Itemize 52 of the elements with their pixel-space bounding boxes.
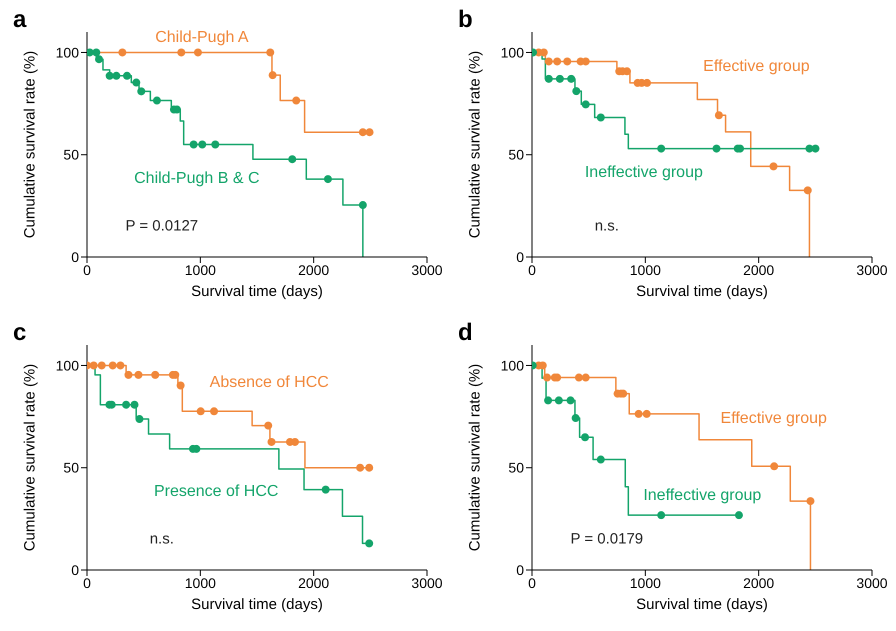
y-tick-label: 0	[71, 562, 80, 578]
y-tick-label: 0	[71, 248, 80, 265]
chart-title: c	[13, 319, 26, 347]
series-label: Presence of HCC	[154, 483, 278, 502]
x-axis-title: Survival time (days)	[191, 283, 323, 300]
x-tick-label: 1000	[184, 574, 216, 591]
chart-title: a	[13, 6, 26, 34]
x-tick-label: 0	[83, 262, 92, 278]
annotation: P = 0.0127	[125, 217, 198, 234]
annotation: n.s.	[594, 217, 619, 234]
y-axis-title: Cumulative survival rate (%)	[21, 50, 38, 238]
series-label: Absence of HCC	[210, 374, 329, 392]
y-tick-label: 100	[56, 44, 80, 60]
x-tick-label: 2000	[298, 262, 330, 278]
x-tick-label: 2000	[298, 574, 330, 591]
x-tick-label: 0	[83, 574, 92, 591]
annotation: n.s.	[150, 530, 174, 547]
series-label: Child-Pugh B & C	[134, 170, 260, 188]
y-tick-label: 100	[500, 44, 524, 60]
x-tick-label: 1000	[630, 262, 662, 278]
y-tick-label: 50	[63, 146, 80, 163]
y-tick-label: 50	[63, 460, 80, 476]
x-axis-title: Survival time (days)	[636, 596, 768, 613]
y-tick-label: 0	[516, 562, 524, 578]
y-tick-label: 100	[56, 357, 80, 374]
x-tick-label: 3000	[856, 574, 888, 591]
series-label: Child-Pugh A	[155, 29, 249, 48]
x-tick-label: 1000	[630, 574, 662, 591]
chart-title: b	[458, 6, 473, 34]
x-axis-title: Survival time (days)	[636, 283, 768, 300]
annotation: P = 0.0179	[570, 530, 644, 547]
series-label: Effective group	[720, 410, 827, 428]
series-label: Ineffective group	[584, 164, 703, 182]
x-tick-label: 2000	[743, 574, 774, 591]
y-axis-title: Cumulative survival rate (%)	[466, 50, 484, 238]
x-tick-label: 2000	[743, 262, 774, 278]
series-label: Effective group	[703, 58, 810, 76]
y-tick-label: 50	[508, 460, 524, 476]
y-tick-label: 50	[508, 146, 524, 163]
x-tick-label: 3000	[411, 262, 443, 278]
x-tick-label: 3000	[856, 262, 888, 278]
x-tick-label: 3000	[411, 574, 443, 591]
y-tick-label: 100	[500, 357, 524, 374]
series-label: Ineffective group	[643, 486, 762, 505]
x-tick-label: 0	[528, 262, 536, 278]
y-tick-label: 0	[516, 248, 524, 265]
x-axis-title: Survival time (days)	[191, 596, 323, 613]
x-tick-label: 1000	[184, 262, 216, 278]
y-axis-title: Cumulative survival rate (%)	[21, 364, 38, 552]
x-tick-label: 0	[528, 574, 536, 591]
y-axis-title: Cumulative survival rate (%)	[466, 364, 484, 552]
chart-title: d	[458, 319, 473, 347]
